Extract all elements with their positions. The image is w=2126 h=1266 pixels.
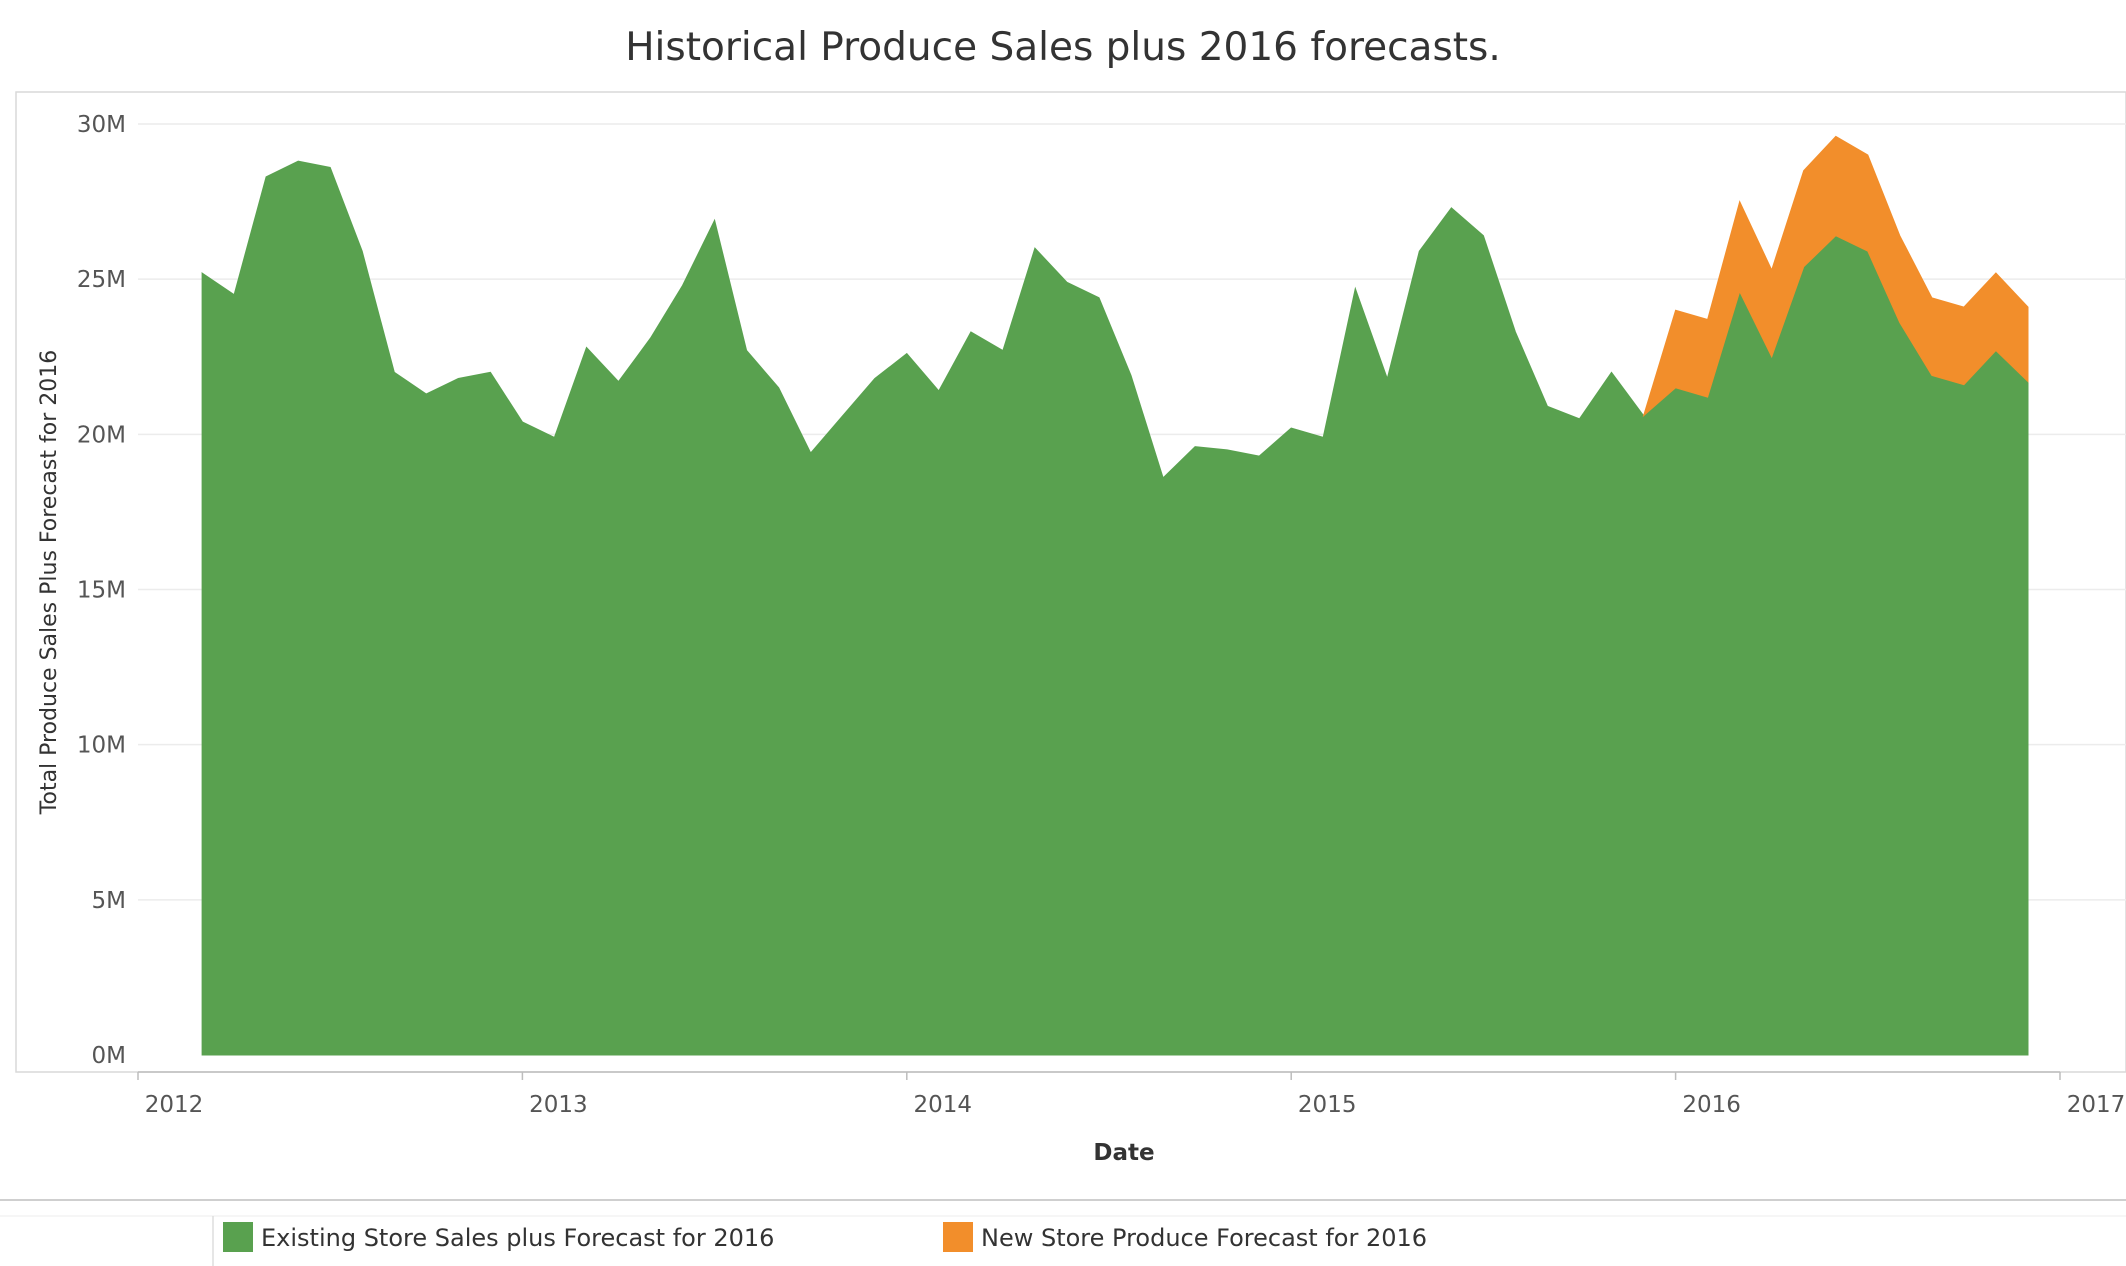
y-tick-label: 10M: [77, 733, 126, 759]
x-tick-label: 2017: [2067, 1092, 2126, 1118]
y-tick-label: 30M: [77, 112, 126, 138]
legend-swatch-2: [943, 1222, 973, 1252]
legend-label-1: Existing Store Sales plus Forecast for 2…: [261, 1224, 774, 1252]
y-axis-title: Total Produce Sales Plus Forecast for 20…: [37, 350, 62, 815]
area-series: [201, 135, 2029, 1056]
y-tick-label: 0M: [92, 1043, 126, 1069]
area-series-1: [201, 160, 2029, 1056]
y-tick-label: 5M: [92, 888, 126, 914]
x-tick-label: 2014: [914, 1092, 973, 1118]
x-tick-label: 2015: [1298, 1092, 1357, 1118]
chart-title: Historical Produce Sales plus 2016 forec…: [625, 25, 1501, 70]
x-tick-label: 2016: [1682, 1092, 1741, 1118]
y-tick-label: 20M: [77, 422, 126, 448]
legend-label-2: New Store Produce Forecast for 2016: [981, 1224, 1427, 1252]
legend-swatch-1: [223, 1222, 253, 1252]
x-tick-label: 2012: [145, 1092, 204, 1118]
y-tick-label: 25M: [77, 267, 126, 293]
x-axis-title: Date: [1093, 1140, 1154, 1166]
x-tick-label: 2013: [529, 1092, 588, 1118]
y-tick-label: 15M: [77, 578, 126, 604]
area-series-2: [1642, 135, 2029, 418]
legend: Existing Store Sales plus Forecast for 2…: [0, 1199, 2126, 1266]
y-axis: 0M 5M 10M 15M 20M 25M 30M: [77, 112, 126, 1069]
x-axis: 2012 2013 2014 2015 2016 2017: [137, 1071, 2126, 1118]
